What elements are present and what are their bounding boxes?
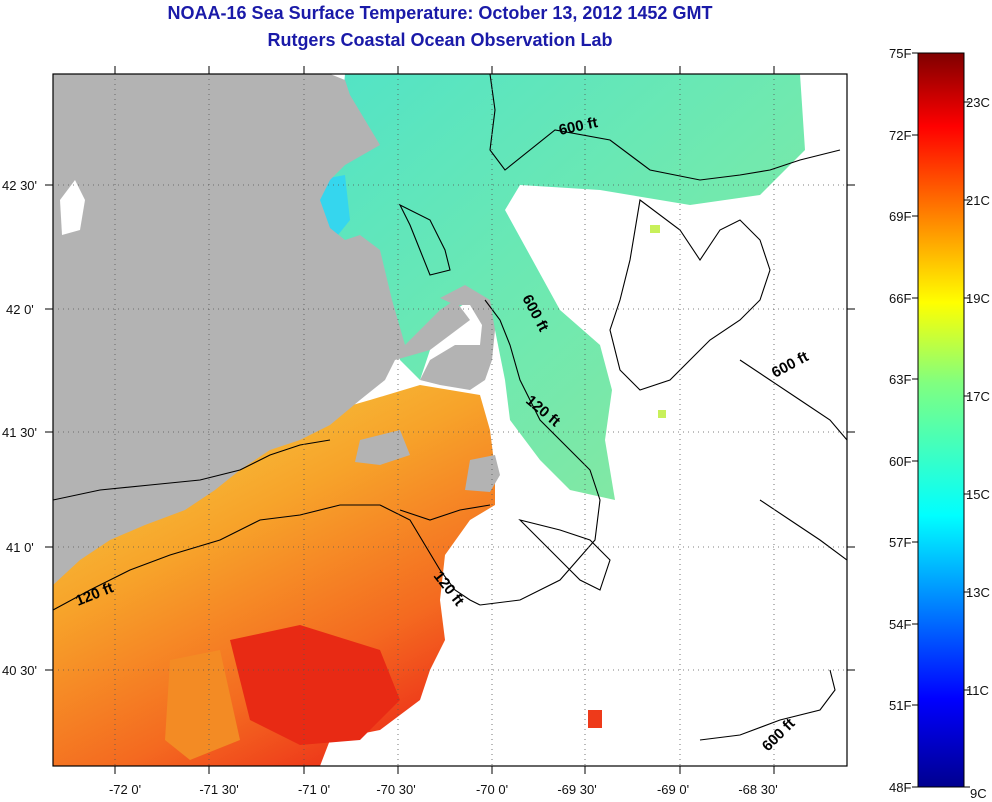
- lat-tick-label: 42 30': [2, 178, 37, 193]
- lon-tick-label: -71 30': [199, 782, 238, 797]
- chart-subtitle: Rutgers Coastal Ocean Observation Lab: [267, 30, 613, 50]
- colorbar-c-label: 19C: [966, 291, 990, 306]
- lat-tick-label: 41 0': [6, 540, 34, 555]
- sst-hot-patch: [230, 625, 400, 745]
- colorbar-f-label: 69F: [889, 209, 911, 224]
- tick-marks: [45, 66, 855, 774]
- sst-isolated-patch: [588, 710, 602, 728]
- colorbar-c-label: 23C: [966, 95, 990, 110]
- map-frame: [52, 73, 848, 767]
- lon-tick-label: -72 0': [109, 782, 141, 797]
- colorbar-c-label: 13C: [966, 585, 990, 600]
- colorbar-ticks: [912, 52, 970, 788]
- lon-tick-label: -69 30': [557, 782, 596, 797]
- colorbar-c-label: 9C: [970, 786, 987, 801]
- colorbar: [917, 52, 965, 788]
- colorbar-f-label: 60F: [889, 454, 911, 469]
- graticule: [53, 74, 847, 766]
- colorbar-c-label: 17C: [966, 389, 990, 404]
- lat-tick-label: 40 30': [2, 663, 37, 678]
- colorbar-f-label: 57F: [889, 535, 911, 550]
- land-nantucket: [465, 455, 500, 492]
- colorbar-f-label: 51F: [889, 698, 911, 713]
- land-new-england: [53, 74, 470, 585]
- colorbar-f-label: 54F: [889, 617, 911, 632]
- lon-tick-label: -71 0': [298, 782, 330, 797]
- colorbar-f-label: 48F: [889, 780, 911, 795]
- depth-contours: [53, 74, 847, 741]
- chart-title: NOAA-16 Sea Surface Temperature: October…: [167, 3, 713, 23]
- colorbar-f-label: 75F: [889, 46, 911, 61]
- colorbar-c-label: 11C: [966, 683, 989, 698]
- lat-tick-label: 41 30': [2, 425, 37, 440]
- colorbar-c-label: 15C: [966, 487, 990, 502]
- land-cape-cod: [420, 285, 495, 390]
- lon-tick-label: -69 0': [657, 782, 689, 797]
- lon-tick-label: -70 30': [376, 782, 415, 797]
- colorbar-f-label: 72F: [889, 128, 911, 143]
- lon-tick-label: -68 30': [738, 782, 777, 797]
- colorbar-c-label: 21C: [966, 193, 990, 208]
- colorbar-f-label: 66F: [889, 291, 911, 306]
- land-marthas-vineyard: [355, 430, 410, 465]
- sst-cool-water: [325, 74, 805, 500]
- colorbar-f-label: 63F: [889, 372, 911, 387]
- lon-tick-label: -70 0': [476, 782, 508, 797]
- lat-tick-label: 42 0': [6, 302, 34, 317]
